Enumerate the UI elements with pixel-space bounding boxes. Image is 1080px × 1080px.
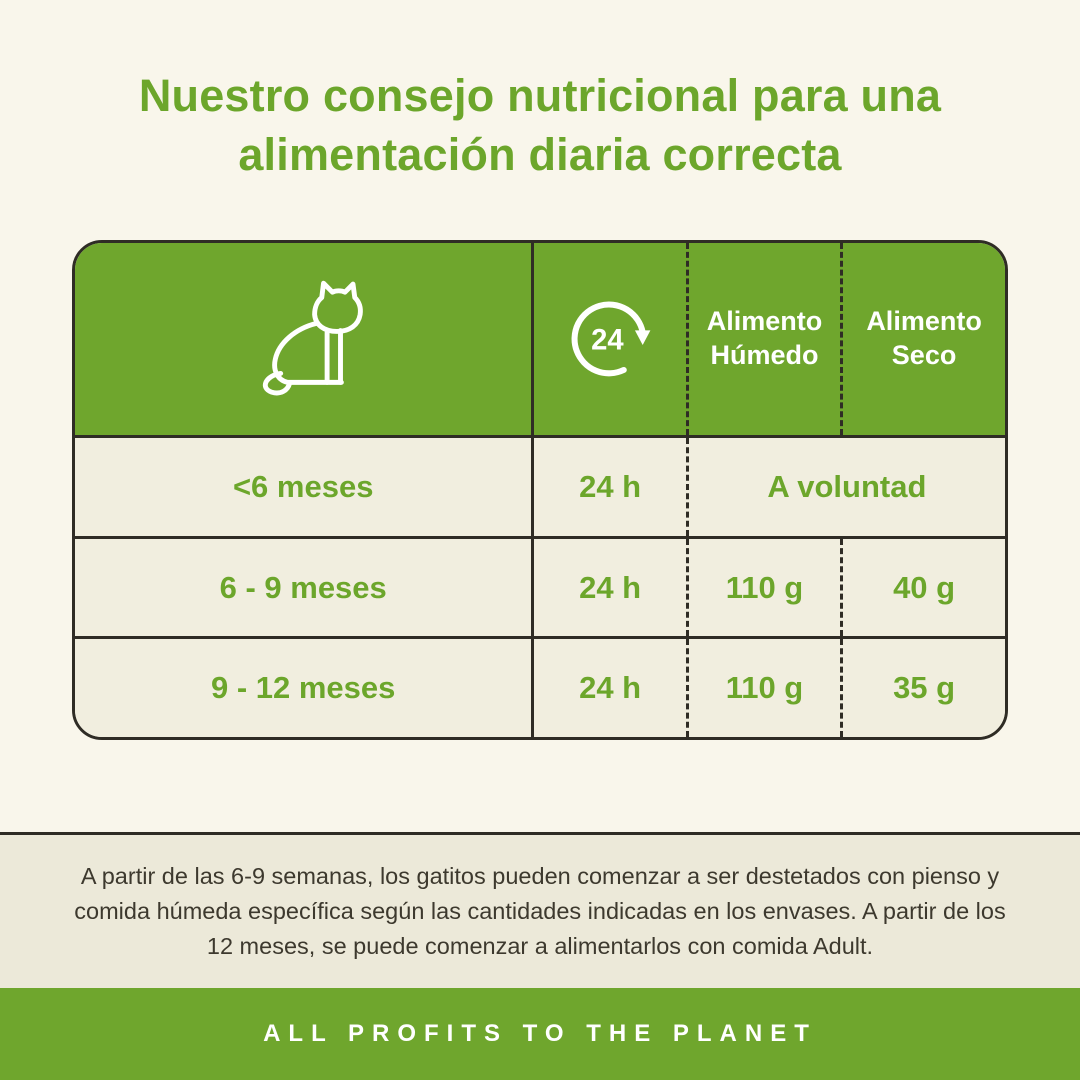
footer-bar: ALL PROFITS TO THE PLANET [0,988,1080,1080]
dry-food-header-cell: Alimento Seco [843,243,1005,435]
time-cell: 24 h [534,538,689,637]
time-value: 24 h [579,468,642,504]
age-value: 6 - 9 meses [219,569,387,605]
dry-food-cell: 35 g [843,639,1005,737]
wet-food-header-cell: Alimento Húmedo [689,243,844,435]
wet-food-value: 110 g [725,569,804,605]
cat-icon [227,277,379,402]
time-value: 24 h [579,670,642,706]
age-cell: 9 - 12 meses [75,639,535,737]
feeding-table: 24 Alimento Húmedo Alimento Seco <6 mese… [72,240,1008,740]
note-strip: A partir de las 6-9 semanas, los gatitos… [0,832,1080,988]
age-value: <6 meses [232,468,374,504]
footer-slogan: ALL PROFITS TO THE PLANET [263,1020,817,1047]
time-cell: 24 h [534,639,689,737]
dry-food-header-label: Alimento Seco [866,306,982,370]
wet-food-cell: 110 g [689,538,844,637]
wet-food-value: 110 g [725,670,804,706]
dry-food-cell: 40 g [843,539,1005,637]
time-value: 24 h [579,569,642,605]
page-title-line-1: Nuestro consejo nutricional para una [138,70,942,121]
24h-clock-icon: 24 [567,296,653,382]
table-row-9-12-months: 9 - 12 meses 24 h 110 g 35 g [75,639,1005,737]
page-title: Nuestro consejo nutricional para una ali… [0,66,1080,185]
age-value: 9 - 12 meses [210,670,396,706]
page-title-line-2: alimentación diaria correcta [238,129,842,181]
note-text: A partir de las 6-9 semanas, los gatitos… [74,863,1006,959]
age-cell: <6 meses [75,438,535,536]
wet-dry-merged-value: A voluntad [767,468,927,504]
dry-food-value: 35 g [893,670,956,706]
table-row-under-6-months: <6 meses 24 h A voluntad [75,438,1005,539]
wet-dry-merged-cell: A voluntad [689,438,1005,536]
table-row-6-9-months: 6 - 9 meses 24 h 110 g 40 g [75,538,1005,640]
wet-food-cell: 110 g [689,639,844,737]
time-cell: 24 h [534,438,689,536]
cat-header-cell [75,243,535,435]
wet-food-header-label: Alimento Húmedo [706,306,823,370]
time-header-cell: 24 [534,243,689,435]
dry-food-value: 40 g [893,569,956,605]
clock-24-label: 24 [591,324,624,356]
age-cell: 6 - 9 meses [75,538,535,637]
table-header-row: 24 Alimento Húmedo Alimento Seco [75,243,1005,438]
